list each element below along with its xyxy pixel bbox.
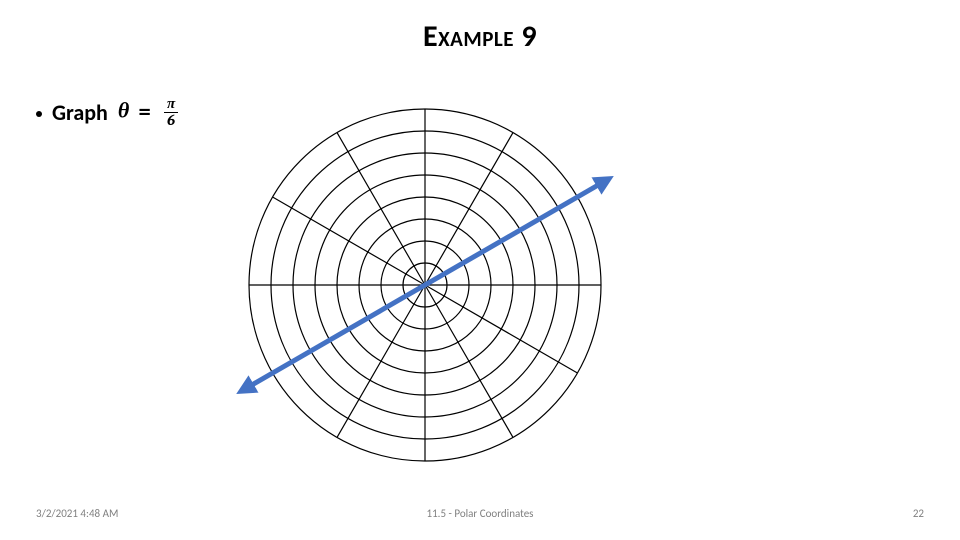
bullet-icon (36, 111, 42, 117)
footer-page: 22 (913, 507, 924, 520)
footer-section: 11.5 - Polar Coordinates (0, 507, 960, 520)
slide-title: Example 9 (0, 18, 960, 55)
prompt-equation: θ = π 6 (118, 96, 178, 129)
polar-svg (225, 85, 625, 485)
polar-chart (225, 85, 625, 485)
fraction-denominator: 6 (164, 113, 178, 129)
prompt-label: Graph (52, 99, 108, 126)
theta-symbol: θ (118, 98, 129, 124)
slide: Example 9 Graph θ = π 6 3/2/2021 4:48 AM… (0, 0, 960, 540)
fraction: π 6 (164, 96, 178, 129)
equals-symbol: = (138, 98, 151, 124)
prompt-row: Graph θ = π 6 (36, 96, 178, 129)
